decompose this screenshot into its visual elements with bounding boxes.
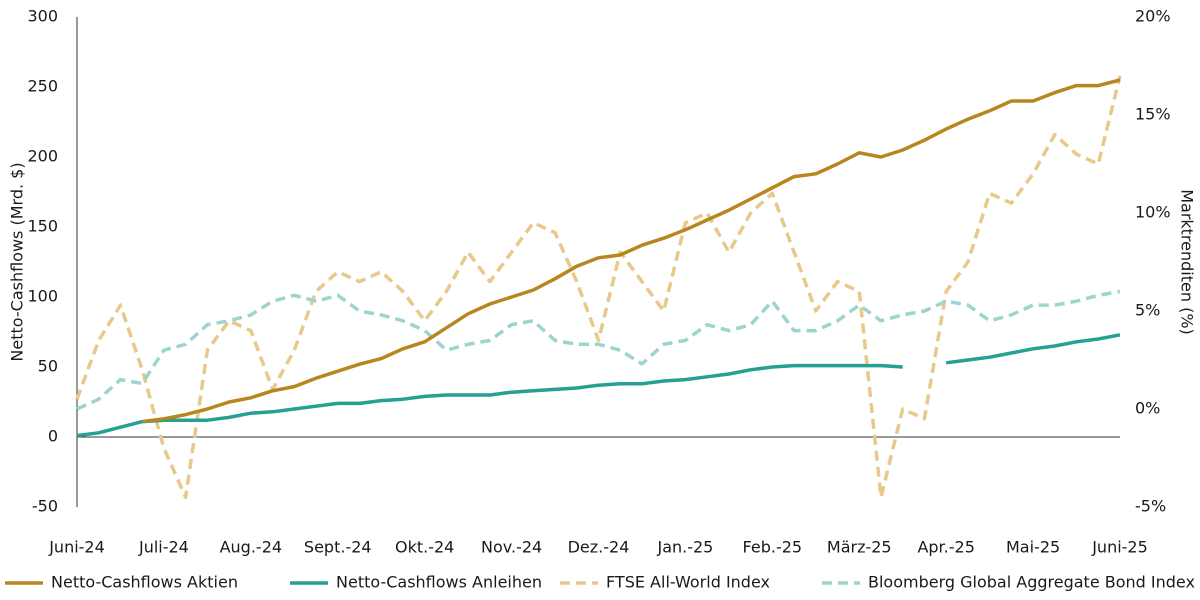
x-tick-label: Sept.-24 bbox=[304, 538, 372, 557]
legend-label: Netto-Cashflows Anleihen bbox=[336, 573, 542, 592]
x-tick-label: Dez.-24 bbox=[568, 538, 630, 557]
x-tick-label: Apr.-25 bbox=[917, 538, 974, 557]
y-tick-label: 50 bbox=[38, 357, 58, 376]
x-tick-label: Jan.-25 bbox=[656, 538, 713, 557]
y-tick-label: 300 bbox=[27, 7, 58, 26]
y2-tick-label: 0% bbox=[1135, 399, 1160, 418]
series-line bbox=[141, 78, 1121, 424]
x-tick-label: Juni-24 bbox=[48, 538, 105, 557]
y-axis-label: Netto-Cashflows (Mrd. $) bbox=[8, 162, 27, 361]
series-line bbox=[75, 75, 1122, 499]
series-line bbox=[76, 289, 1121, 411]
y-tick-label: -50 bbox=[32, 497, 58, 516]
y2-tick-label: -5% bbox=[1135, 497, 1166, 516]
y2-tick-label: 5% bbox=[1135, 301, 1160, 320]
y2-axis-label: Marktrenditen (%) bbox=[1178, 189, 1197, 335]
y2-tick-label: 15% bbox=[1135, 105, 1171, 124]
y-tick-label: 200 bbox=[27, 147, 58, 166]
y2-tick-label: 20% bbox=[1135, 7, 1171, 26]
x-tick-label: Juni-25 bbox=[1091, 538, 1148, 557]
x-tick-label: Okt.-24 bbox=[395, 538, 454, 557]
legend-label: Netto-Cashflows Aktien bbox=[51, 573, 238, 592]
legend-label: FTSE All-World Index bbox=[606, 573, 770, 592]
x-tick-label: Aug.-24 bbox=[220, 538, 282, 557]
y-tick-label: 100 bbox=[27, 287, 58, 306]
x-tick-label: Feb.-25 bbox=[743, 538, 803, 557]
y-tick-label: 0 bbox=[48, 427, 58, 446]
y-tick-label: 250 bbox=[27, 77, 58, 96]
y-tick-label: 150 bbox=[27, 217, 58, 236]
x-tick-label: Juli-24 bbox=[138, 538, 189, 557]
series-line bbox=[76, 333, 1121, 438]
x-tick-label: März-25 bbox=[827, 538, 892, 557]
x-tick-label: Nov.-24 bbox=[481, 538, 542, 557]
y2-tick-label: 10% bbox=[1135, 203, 1171, 222]
legend-label: Bloomberg Global Aggregate Bond Index bbox=[868, 573, 1195, 592]
x-tick-label: Mai-25 bbox=[1006, 538, 1060, 557]
